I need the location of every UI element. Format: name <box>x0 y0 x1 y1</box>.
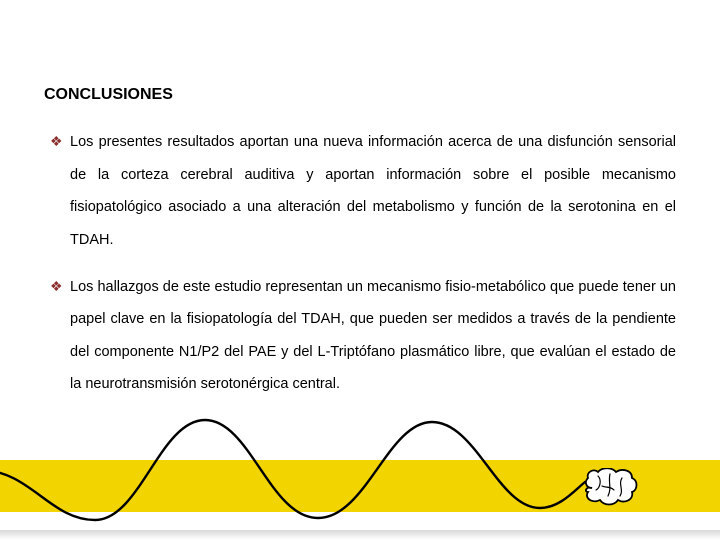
content-area: CONCLUSIONES ❖ Los presentes resultados … <box>44 86 676 415</box>
bullet-list: ❖ Los presentes resultados aportan una n… <box>44 126 676 401</box>
diamond-bullet-icon: ❖ <box>50 126 63 158</box>
diamond-bullet-icon: ❖ <box>50 271 63 303</box>
brain-icon <box>582 468 640 510</box>
bullet-text: Los presentes resultados aportan una nue… <box>70 134 676 248</box>
bullet-text: Los hallazgos de este estudio representa… <box>70 279 676 393</box>
bullet-item: ❖ Los presentes resultados aportan una n… <box>70 126 676 257</box>
bullet-item: ❖ Los hallazgos de este estudio represen… <box>70 271 676 402</box>
heading-conclusiones: CONCLUSIONES <box>44 86 676 104</box>
bottom-shadow <box>0 530 720 540</box>
slide: CONCLUSIONES ❖ Los presentes resultados … <box>0 0 720 540</box>
